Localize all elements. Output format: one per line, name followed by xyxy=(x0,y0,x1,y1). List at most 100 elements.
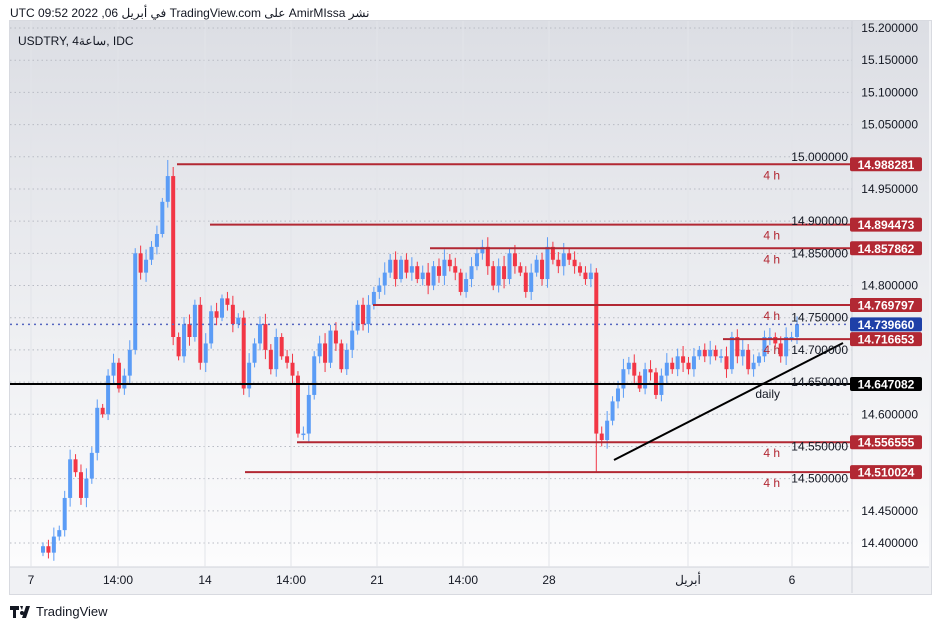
time-tick: 6 xyxy=(789,573,796,587)
price-tick: 14.650000 xyxy=(791,375,848,389)
price-tick: 15.100000 xyxy=(861,85,918,99)
timeframe-label: 4 h xyxy=(763,229,780,243)
tradingview-logo[interactable]: TradingView xyxy=(10,604,108,619)
candle-body xyxy=(154,234,159,247)
candle-body xyxy=(106,375,111,415)
candle-body xyxy=(767,337,772,339)
candle-body xyxy=(621,369,626,389)
candle-body xyxy=(664,362,669,376)
price-tag-label: 14.510024 xyxy=(858,466,915,480)
timeframe-label: 4 h xyxy=(763,446,780,460)
candle-body xyxy=(626,362,631,370)
candle-body xyxy=(778,343,783,357)
candle-body xyxy=(263,324,268,350)
price-tick: 14.700000 xyxy=(791,343,848,357)
candle-body xyxy=(89,452,94,479)
candle-body xyxy=(127,349,132,376)
candle-body xyxy=(436,266,441,276)
candle-body xyxy=(274,337,279,370)
candle-body xyxy=(773,337,778,344)
candle-body xyxy=(409,266,414,273)
publish-info: UTC في أبريل 06, 2022 09:52 TradingView.… xyxy=(10,6,370,20)
price-tag-label: 14.647082 xyxy=(858,377,915,391)
symbol-info: USDTRY, 4ساعة, IDC xyxy=(18,34,134,48)
candle-body xyxy=(133,253,138,350)
candle-body xyxy=(594,272,599,434)
candle-body xyxy=(84,478,89,498)
current-price-tag xyxy=(850,317,922,332)
tradingview-logo-icon xyxy=(10,605,30,618)
price-tick: 14.800000 xyxy=(861,279,918,293)
candle-body xyxy=(312,356,317,395)
candle-body xyxy=(599,433,604,440)
candle-body xyxy=(686,362,691,370)
time-tick: 14 xyxy=(198,573,212,587)
candle-body xyxy=(567,253,572,260)
candle-body xyxy=(540,259,545,280)
candle-body xyxy=(729,337,734,370)
candle-body xyxy=(708,349,713,357)
candle-body xyxy=(691,356,696,370)
candle-body xyxy=(480,246,485,254)
candle-body xyxy=(149,246,154,260)
price-tick: 14.900000 xyxy=(791,214,848,228)
price-axis[interactable] xyxy=(852,21,929,567)
candle-body xyxy=(344,349,349,370)
candle-body xyxy=(377,285,382,292)
candle-body xyxy=(404,259,409,273)
price-tag xyxy=(850,332,922,347)
price-tag-label: 14.988281 xyxy=(858,158,915,172)
candle-body xyxy=(670,362,675,370)
time-tick: 14:00 xyxy=(103,573,133,587)
price-tag xyxy=(850,217,922,232)
candle-body xyxy=(583,272,588,280)
candle-body xyxy=(111,362,116,376)
price-tick: 15.150000 xyxy=(861,53,918,67)
candle-body xyxy=(556,259,561,267)
candle-body xyxy=(182,324,187,357)
timeframe-label: 4 h xyxy=(763,252,780,266)
chart-pane[interactable] xyxy=(10,21,852,567)
candle-body xyxy=(420,272,425,280)
candle-body xyxy=(290,362,295,376)
candle-body xyxy=(192,304,197,337)
candle-body xyxy=(187,324,192,337)
candle-body xyxy=(464,279,469,292)
price-tick: 14.950000 xyxy=(861,182,918,196)
candle-body xyxy=(295,375,300,434)
timeframe-label: 4 h xyxy=(763,168,780,182)
price-tag xyxy=(850,465,922,480)
candle-body xyxy=(116,362,121,389)
candle-body xyxy=(659,375,664,395)
candle-body xyxy=(230,304,235,325)
price-tag-label: 14.769797 xyxy=(858,298,915,312)
candle-body xyxy=(371,291,376,305)
candle-body xyxy=(257,324,262,344)
candle-body xyxy=(578,266,583,273)
price-tag xyxy=(850,241,922,256)
price-tag xyxy=(850,435,922,450)
candle-body xyxy=(518,266,523,273)
candle-body xyxy=(496,266,501,286)
price-tick: 14.600000 xyxy=(861,407,918,421)
candle-body xyxy=(333,330,338,344)
candle-body xyxy=(534,259,539,273)
price-tag xyxy=(850,376,922,391)
candle-body xyxy=(57,530,62,537)
candle-body xyxy=(279,337,284,357)
candle-body xyxy=(784,337,789,357)
candle-body xyxy=(431,266,436,286)
price-tag-label: 14.894473 xyxy=(858,218,915,232)
candle-body xyxy=(339,343,344,370)
price-tick: 14.750000 xyxy=(791,311,848,325)
candle-body xyxy=(388,259,393,273)
candle-body xyxy=(740,349,745,357)
candle-body xyxy=(51,536,56,553)
candle-body xyxy=(507,253,512,280)
candle-body xyxy=(328,330,333,363)
current-price-label: 14.739660 xyxy=(858,318,915,332)
candle-body xyxy=(323,343,328,363)
trend-line xyxy=(613,342,844,461)
candle-body xyxy=(469,266,474,280)
